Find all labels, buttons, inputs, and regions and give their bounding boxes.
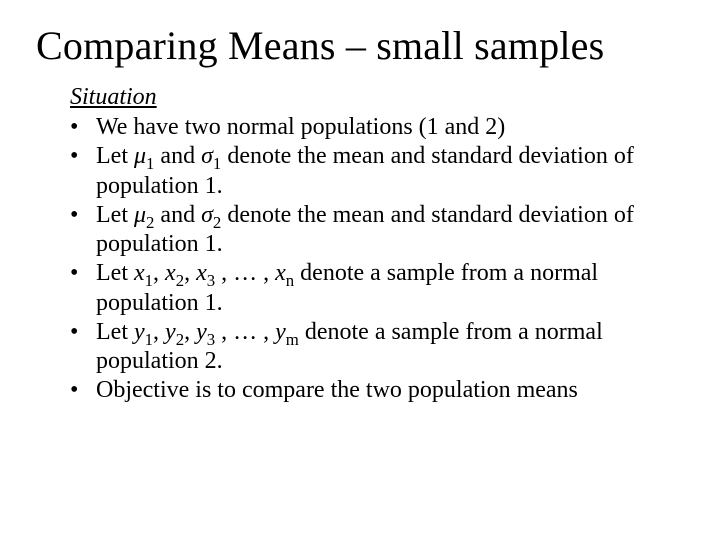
var-y: y — [165, 319, 176, 345]
t: and — [154, 143, 201, 169]
var-x: x — [275, 260, 286, 286]
mu-symbol: μ — [134, 202, 146, 228]
slide-title: Comparing Means – small samples — [36, 22, 684, 70]
sub: 2 — [176, 271, 184, 290]
t: Let — [96, 260, 134, 286]
t: , … , — [215, 319, 275, 345]
sub: 3 — [207, 330, 215, 349]
bullet-item: Let μ1 and σ1 denote the mean and standa… — [70, 142, 684, 201]
sub: m — [286, 330, 299, 349]
t: , — [184, 319, 196, 345]
sub: 2 — [176, 330, 184, 349]
t: Let — [96, 319, 134, 345]
sub: n — [286, 271, 294, 290]
var-x: x — [165, 260, 176, 286]
sub: 3 — [207, 271, 215, 290]
t: Let — [96, 202, 134, 228]
slide: Comparing Means – small samples Situatio… — [0, 0, 720, 540]
var-x: x — [196, 260, 207, 286]
bullet-item: Objective is to compare the two populati… — [70, 376, 684, 405]
t: , — [153, 319, 165, 345]
bullet-list: We have two normal populations (1 and 2)… — [70, 113, 684, 406]
bullet-item: Let y1, y2, y3 , … , ym denote a sample … — [70, 318, 684, 377]
var-y: y — [275, 319, 286, 345]
sigma-symbol: σ — [201, 143, 213, 169]
sub: 1 — [145, 271, 153, 290]
sub: 1 — [145, 330, 153, 349]
bullet-text: Objective is to compare the two populati… — [96, 377, 578, 403]
t: , … , — [215, 260, 275, 286]
t: , — [153, 260, 165, 286]
var-y: y — [134, 319, 145, 345]
situation-heading: Situation — [70, 84, 684, 111]
var-y: y — [196, 319, 207, 345]
t: , — [184, 260, 196, 286]
mu-symbol: μ — [134, 143, 146, 169]
bullet-text: We have two normal populations (1 and 2) — [96, 114, 505, 140]
bullet-item: We have two normal populations (1 and 2) — [70, 113, 684, 142]
t: and — [154, 202, 201, 228]
var-x: x — [134, 260, 145, 286]
bullet-item: Let x1, x2, x3 , … , xn denote a sample … — [70, 259, 684, 318]
sigma-symbol: σ — [201, 202, 213, 228]
bullet-item: Let μ2 and σ2 denote the mean and standa… — [70, 201, 684, 260]
t: Let — [96, 143, 134, 169]
